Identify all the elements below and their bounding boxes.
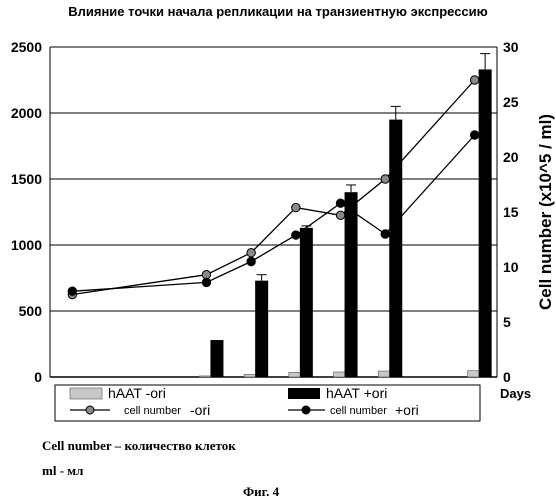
note-cell-number: Cell number – количество клеток — [42, 438, 236, 454]
bar-hAAT-minus-ori — [244, 374, 256, 377]
point-cell-number-minus-ori — [336, 211, 344, 219]
y2-tick-label: 0 — [503, 369, 511, 385]
legend-label-suffix-minus-ori: -ori — [190, 402, 210, 418]
legend-label-hAAT-minus-ori: hAAT -ori — [108, 385, 166, 401]
y2-tick-label: 25 — [503, 94, 519, 110]
y2-tick-label: 15 — [503, 204, 519, 220]
point-cell-number-minus-ori — [202, 271, 210, 279]
y2-tick-label: 30 — [503, 39, 519, 55]
point-cell-number-plus-ori — [247, 257, 255, 265]
chart-title: Влияние точки начала репликации на транз… — [68, 4, 488, 19]
legend-label-cell-number-minus: cell number — [124, 405, 181, 417]
bar-hAAT-minus-ori — [334, 372, 346, 377]
legend-swatch-hAAT-minus-ori — [70, 388, 102, 399]
y2-tick-label: 5 — [503, 314, 511, 330]
y2-tick-label: 10 — [503, 259, 519, 275]
x-axis-label: Days — [500, 386, 531, 401]
point-cell-number-minus-ori — [470, 76, 478, 84]
y-tick-label: 1000 — [11, 237, 42, 253]
point-cell-number-plus-ori — [381, 230, 389, 238]
bar-hAAT-plus-ori — [255, 281, 268, 377]
y-tick-label: 0 — [34, 369, 42, 385]
bar-hAAT-plus-ori — [479, 69, 492, 377]
y2-tick-label: 20 — [503, 149, 519, 165]
bar-hAAT-plus-ori — [345, 192, 358, 377]
point-cell-number-plus-ori — [68, 287, 76, 295]
bar-hAAT-plus-ori — [389, 120, 402, 377]
bar-hAAT-minus-ori — [289, 372, 301, 377]
point-cell-number-minus-ori — [247, 249, 255, 257]
point-cell-number-plus-ori — [292, 231, 300, 239]
y-tick-label: 2500 — [11, 39, 42, 55]
legend-label-hAAT-plus-ori: hAAT +ori — [326, 385, 387, 401]
y-tick-label: 1500 — [11, 171, 42, 187]
legend-swatch-hAAT-plus-ori — [288, 388, 320, 399]
point-cell-number-minus-ori — [381, 175, 389, 183]
point-cell-number-minus-ori — [292, 203, 300, 211]
bar-hAAT-plus-ori — [210, 340, 223, 377]
note-ml: ml - мл — [42, 463, 83, 479]
legend-label-cell-number-plus: cell number — [330, 405, 387, 417]
bar-hAAT-minus-ori — [199, 376, 211, 377]
bar-hAAT-minus-ori — [378, 371, 390, 377]
bar-hAAT-minus-ori — [468, 371, 480, 377]
figure-caption: Фиг. 4 — [243, 484, 279, 500]
point-cell-number-plus-ori — [202, 278, 210, 286]
y-tick-label: 2000 — [11, 105, 42, 121]
legend-marker-minus-ori — [86, 406, 94, 414]
point-cell-number-plus-ori — [470, 131, 478, 139]
y-tick-label: 500 — [19, 303, 43, 319]
bar-hAAT-plus-ori — [300, 228, 313, 377]
line-cell-number-minus-ori — [72, 80, 474, 295]
point-cell-number-plus-ori — [336, 199, 344, 207]
y2-axis-label: Cell number (x10^5 / ml) — [536, 114, 555, 310]
legend-label-suffix-plus-ori: +ori — [395, 402, 419, 418]
legend-marker-plus-ori — [302, 406, 310, 414]
line-cell-number-plus-ori — [72, 135, 474, 291]
